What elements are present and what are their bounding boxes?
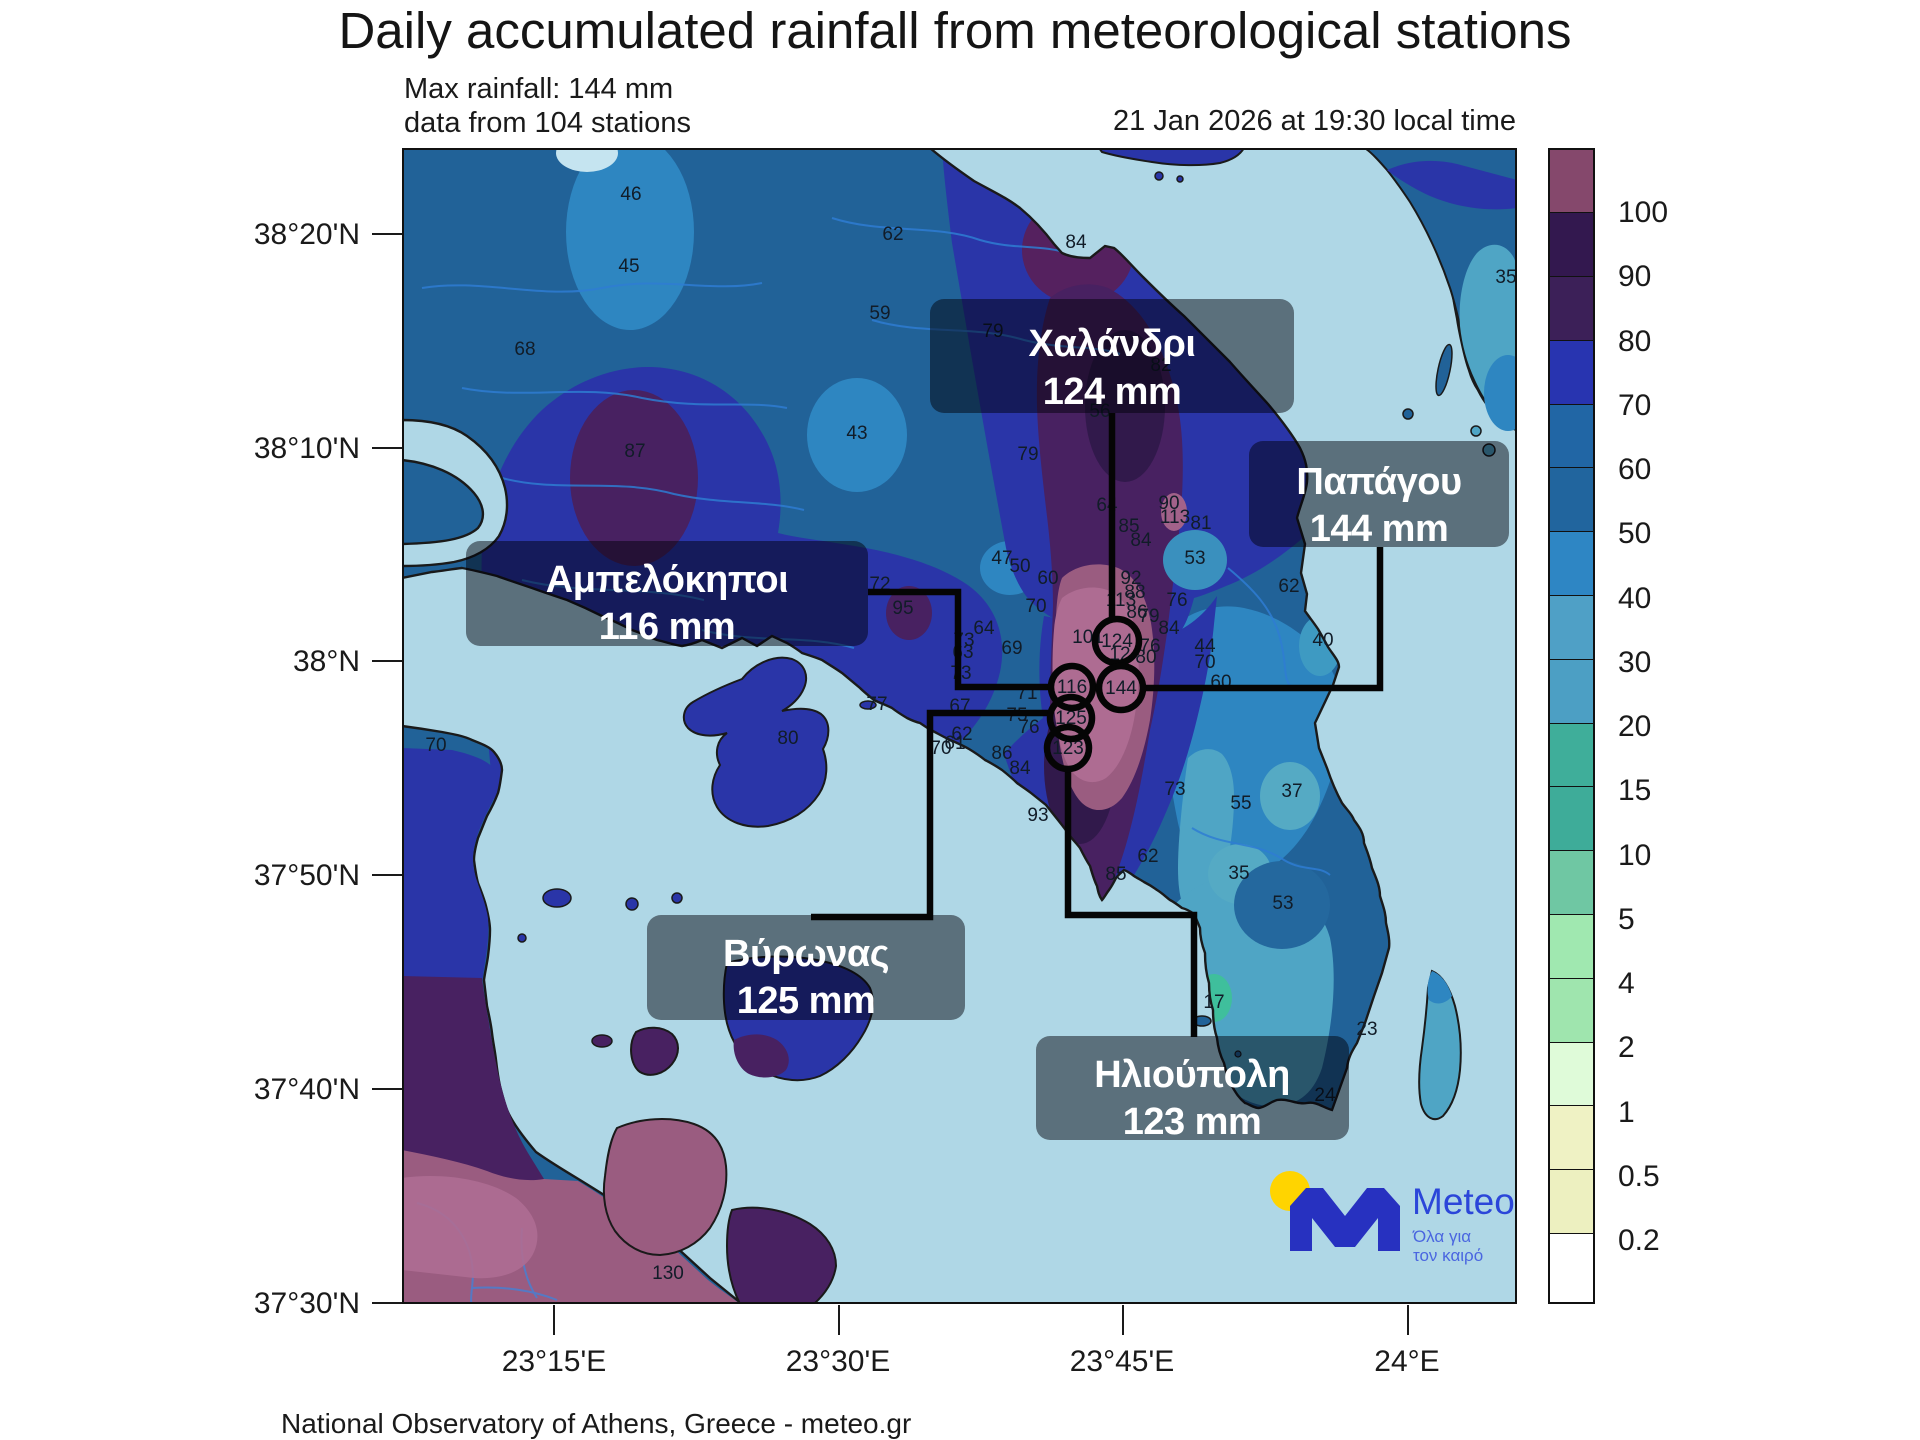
svg-text:79: 79: [982, 321, 1003, 342]
svg-text:123: 123: [1052, 738, 1084, 759]
svg-text:70: 70: [1194, 652, 1215, 673]
svg-text:125 mm: 125 mm: [737, 980, 876, 1022]
svg-text:84: 84: [1009, 758, 1031, 779]
svg-text:45: 45: [618, 256, 639, 277]
svg-text:80: 80: [777, 728, 798, 749]
svg-text:113: 113: [1160, 507, 1190, 528]
svg-text:84: 84: [1130, 530, 1152, 551]
svg-text:62: 62: [951, 724, 972, 745]
svg-text:77: 77: [866, 694, 887, 715]
svg-text:60: 60: [1037, 568, 1058, 589]
svg-text:46: 46: [620, 184, 641, 205]
svg-text:62: 62: [882, 224, 903, 245]
svg-text:124: 124: [1101, 631, 1133, 652]
svg-text:95: 95: [892, 598, 913, 619]
svg-text:50: 50: [1009, 556, 1030, 577]
svg-text:Χαλάνδρι: Χαλάνδρι: [1029, 323, 1196, 365]
svg-text:130: 130: [652, 1263, 684, 1284]
svg-text:79: 79: [1017, 444, 1038, 465]
svg-text:84: 84: [1065, 232, 1087, 253]
svg-text:76: 76: [1139, 636, 1160, 657]
svg-text:τον καιρό: τον καιρό: [1413, 1246, 1483, 1265]
svg-text:86: 86: [991, 743, 1012, 764]
svg-text:125: 125: [1055, 708, 1087, 729]
svg-text:116: 116: [1057, 677, 1087, 698]
svg-text:Παπάγου: Παπάγου: [1296, 461, 1461, 503]
svg-text:92: 92: [1120, 568, 1141, 589]
svg-text:80: 80: [1135, 647, 1156, 668]
svg-text:53: 53: [1272, 893, 1293, 914]
svg-text:70: 70: [425, 735, 446, 756]
svg-text:70: 70: [1025, 596, 1046, 617]
svg-text:76: 76: [1166, 590, 1187, 611]
svg-text:82: 82: [1150, 355, 1171, 376]
svg-text:61: 61: [944, 733, 965, 754]
svg-text:88: 88: [1124, 582, 1145, 603]
svg-text:35: 35: [1228, 863, 1249, 884]
svg-text:87: 87: [624, 441, 645, 462]
svg-text:43: 43: [846, 423, 867, 444]
svg-text:35: 35: [1495, 267, 1516, 288]
svg-text:84: 84: [1158, 618, 1180, 639]
svg-text:85: 85: [1105, 864, 1126, 885]
svg-text:55: 55: [1230, 793, 1251, 814]
svg-text:44: 44: [1194, 636, 1216, 657]
svg-text:70: 70: [930, 738, 951, 759]
svg-text:Όλα για: Όλα για: [1412, 1227, 1471, 1246]
svg-text:37: 37: [1281, 781, 1302, 802]
svg-text:73: 73: [1164, 779, 1185, 800]
svg-text:93: 93: [1027, 805, 1048, 826]
svg-text:64: 64: [973, 618, 995, 639]
svg-text:47: 47: [991, 548, 1012, 569]
svg-text:56: 56: [1089, 401, 1110, 422]
svg-text:59: 59: [869, 303, 890, 324]
svg-text:Ηλιούπολη: Ηλιούπολη: [1094, 1054, 1290, 1096]
svg-text:62: 62: [1137, 846, 1158, 867]
svg-text:23: 23: [1356, 1019, 1377, 1040]
svg-text:144 mm: 144 mm: [1310, 508, 1449, 550]
svg-text:123 mm: 123 mm: [1123, 1101, 1262, 1143]
svg-text:40: 40: [1312, 630, 1333, 651]
svg-text:79: 79: [1138, 606, 1159, 627]
svg-text:90: 90: [1158, 493, 1179, 514]
svg-text:85: 85: [1118, 516, 1139, 537]
svg-text:116 mm: 116 mm: [599, 606, 735, 648]
svg-text:144: 144: [1105, 678, 1137, 699]
svg-text:24: 24: [1314, 1085, 1336, 1106]
svg-text:Αμπελόκηποι: Αμπελόκηποι: [546, 559, 788, 601]
svg-text:Βύρωνας: Βύρωνας: [723, 933, 889, 975]
svg-text:86: 86: [1126, 602, 1147, 623]
svg-text:53: 53: [1184, 548, 1205, 569]
svg-text:124 mm: 124 mm: [1043, 371, 1182, 413]
svg-text:62: 62: [1278, 576, 1299, 597]
svg-text:Meteo: Meteo: [1412, 1181, 1515, 1222]
svg-text:76: 76: [1018, 717, 1039, 738]
svg-text:81: 81: [1190, 513, 1211, 534]
svg-text:17: 17: [1203, 992, 1224, 1013]
svg-text:69: 69: [1001, 638, 1022, 659]
svg-text:68: 68: [514, 339, 535, 360]
